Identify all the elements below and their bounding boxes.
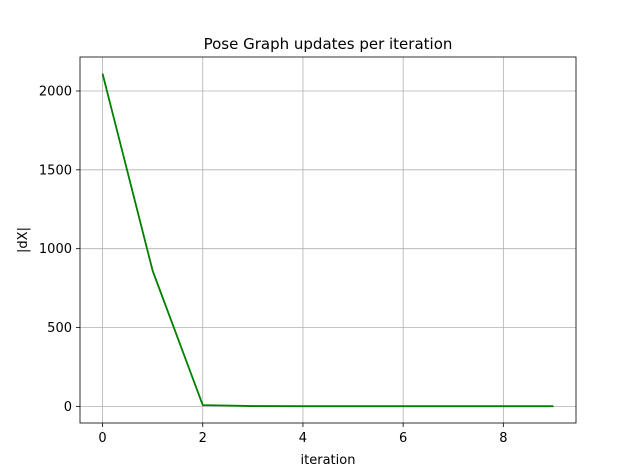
y-axis-ticks: 0 500 1000 1500 2000 [39,84,80,415]
y-tick-label: 1000 [39,242,72,257]
series-line [101,73,554,408]
y-axis-label: |dX| [16,227,31,253]
series-layer [101,73,554,408]
y-tick-label: 1500 [39,163,72,178]
x-tick-label: 4 [299,431,307,446]
x-axis-ticks: 0 2 4 6 8 [98,423,507,446]
x-axis-label: iteration [301,453,356,468]
y-tick-label: 0 [64,400,72,415]
x-tick-label: 6 [399,431,407,446]
x-tick-label: 8 [499,431,507,446]
y-tick-label: 500 [47,321,72,336]
x-tick-label: 2 [199,431,207,446]
plot-frame [79,56,577,424]
chart-title: Pose Graph updates per iteration [204,35,453,53]
x-tick-label: 0 [98,431,106,446]
y-tick-label: 2000 [39,84,72,99]
